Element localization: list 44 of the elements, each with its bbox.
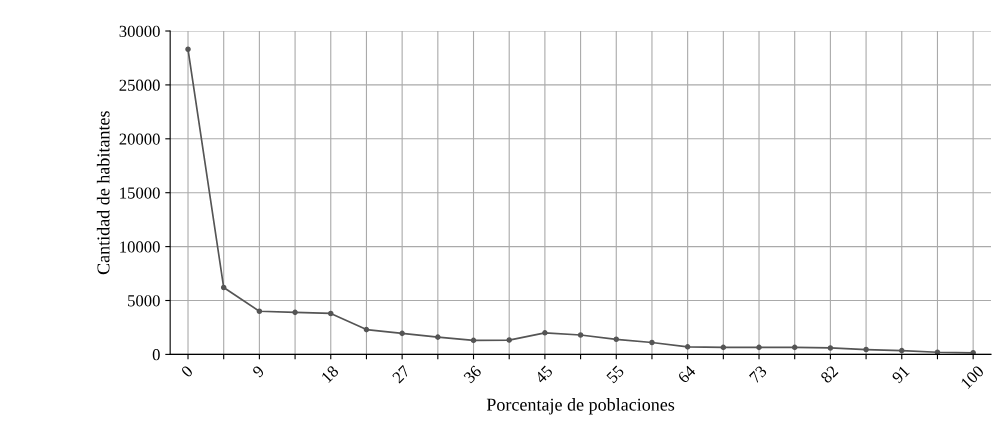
x-tick-label: 100	[960, 364, 985, 390]
point	[399, 330, 405, 337]
point	[292, 309, 298, 316]
point	[970, 350, 976, 355]
y-tick-label: 5000	[128, 295, 160, 307]
point	[256, 308, 263, 315]
point	[613, 336, 620, 343]
y-tick-label: 15000	[120, 187, 160, 199]
point	[898, 347, 905, 354]
y-tick-label: 0	[152, 349, 160, 361]
x-tick-label: 0	[180, 364, 194, 378]
y-tick-label: 25000	[119, 79, 160, 91]
x-tick-label: 55	[606, 365, 625, 384]
x-tick-label: 18	[320, 364, 340, 384]
point	[220, 284, 227, 291]
x-tick-label: 27	[391, 364, 411, 384]
point	[827, 345, 834, 351]
point	[684, 344, 691, 350]
point	[577, 332, 584, 338]
point	[542, 330, 548, 336]
point	[185, 46, 191, 53]
point	[791, 344, 798, 351]
point	[649, 339, 655, 346]
x-tick-label: 73	[748, 364, 768, 384]
point	[720, 344, 727, 351]
y-axis-title: Cantidad de habitantes	[96, 111, 110, 275]
x-axis-title: Porcentaje de poblaciones	[486, 398, 675, 415]
point	[756, 344, 762, 351]
point	[435, 334, 441, 340]
point	[327, 310, 334, 317]
x-tick-label: 36	[463, 364, 483, 384]
point	[863, 346, 869, 353]
y-tick-label: 20000	[119, 133, 160, 145]
point	[363, 326, 370, 333]
point	[934, 349, 941, 355]
x-tick-label: 64	[677, 364, 697, 384]
x-tick-label: 91	[891, 365, 910, 384]
y-tick-label: 10000	[120, 241, 160, 253]
x-tick-label: 45	[534, 365, 554, 384]
point	[506, 337, 512, 343]
x-tick-label: 82	[819, 365, 839, 384]
x-tick-label: 9	[251, 364, 265, 378]
point	[470, 337, 477, 344]
y-tick-label: 30000	[119, 25, 160, 37]
